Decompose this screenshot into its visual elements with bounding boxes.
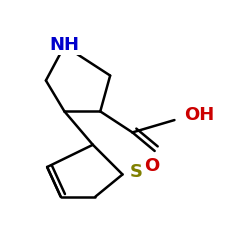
Text: S: S: [130, 163, 143, 181]
Text: OH: OH: [184, 106, 214, 124]
Text: O: O: [144, 157, 160, 175]
Text: NH: NH: [50, 36, 80, 54]
